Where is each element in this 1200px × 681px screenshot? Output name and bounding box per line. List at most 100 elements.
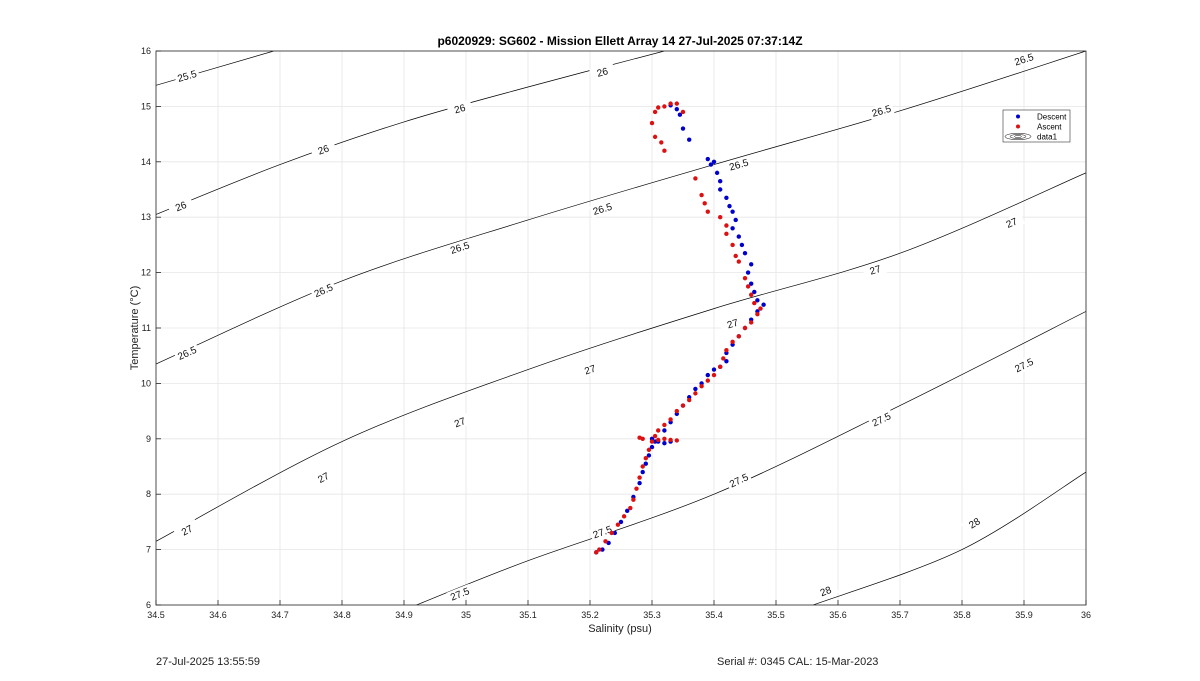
contour-label-bg (167, 196, 195, 217)
descent-point-7 (637, 480, 642, 486)
descent-point-57 (674, 106, 679, 112)
contour-label-3-5: 27 (861, 260, 889, 280)
contour-label-bg (868, 101, 895, 120)
descent-point-8 (640, 469, 645, 475)
x-tick-label-8: 35.3 (643, 610, 661, 620)
ascent-point-55 (659, 140, 664, 145)
legend-marker-ascent (1016, 124, 1020, 129)
ascent-point-49 (718, 215, 723, 220)
ascent-point-1 (597, 547, 602, 552)
ascent-point-63 (680, 109, 686, 115)
legend-marker-descent (1016, 114, 1020, 119)
contour-label-bg (867, 408, 895, 430)
ascent-point-29 (705, 378, 710, 383)
ascent-point-42 (745, 284, 751, 289)
x-axis-ticks: 34.5 34.6 34.7 34.8 34.9 35 35.1 35.2 35.3 35.4 35… (147, 600, 1091, 620)
ascent-point-9 (637, 475, 642, 480)
ascent-point-57 (649, 120, 655, 126)
contour-label-bg (725, 469, 753, 491)
ascent-point-62 (674, 101, 679, 106)
contour-line-0 (156, 51, 274, 86)
descent-point-44 (733, 217, 738, 223)
contour-label-bg (812, 581, 839, 601)
contour-label-bg (310, 140, 337, 160)
descent-point-38 (745, 270, 751, 275)
ascent-point-54 (662, 148, 667, 153)
y-tick-label-9: 15 (141, 101, 151, 111)
contour-label-3-6: 27 (998, 212, 1025, 234)
contour-label-bg (998, 212, 1025, 234)
x-tick-label-11: 35.6 (829, 610, 847, 620)
legend: Descent Ascent data1 (1002, 109, 1071, 143)
descent-point-46 (727, 203, 732, 209)
descent-point-10 (646, 453, 652, 458)
ascent-point-21 (656, 428, 661, 433)
contour-label-bg (1010, 354, 1038, 376)
contour-label-text: 26 (453, 103, 467, 117)
x-tick-label-0: 34.5 (147, 610, 165, 620)
ascent-point-43 (742, 275, 748, 281)
contour-label-bg (446, 99, 473, 118)
footer-serial-cal: Serial #: 0345 CAL: 15-Mar-2023 (717, 656, 879, 668)
x-tick-label-5: 35 (461, 610, 471, 620)
contour-label-bg (173, 66, 201, 86)
descent-point-52 (708, 162, 714, 167)
series-ascent (594, 101, 763, 555)
ascent-point-34 (730, 339, 735, 345)
ascent-point-36 (742, 325, 748, 331)
descent-point-37 (749, 281, 754, 286)
ascent-point-32 (721, 356, 726, 361)
ascent-point-56 (652, 134, 658, 140)
x-axis-label: Salinity (psu) (588, 623, 652, 635)
ascent-point-20 (652, 433, 658, 439)
contour-label-3-1: 27 (309, 466, 337, 489)
y-tick-label-1: 7 (146, 545, 151, 555)
contour-label-3-4: 27 (719, 314, 746, 333)
ascent-point-18 (668, 437, 673, 443)
descent-point-56 (677, 112, 683, 117)
x-tick-label-15: 36 (1081, 610, 1091, 620)
y-axis-ticks: 6 7 8 9 10 11 12 13 14 15 16 (141, 46, 161, 610)
y-tick-label-7: 13 (141, 212, 151, 222)
contour-label-bg (173, 519, 201, 542)
ascent-point-24 (674, 408, 679, 414)
descent-point-43 (730, 226, 735, 231)
x-tick-label-10: 35.5 (767, 610, 785, 620)
chart-title: p6020929: SG602 - Mission Ellett Array 1… (437, 34, 802, 48)
contour-label-text: 26.5 (592, 202, 614, 218)
ascent-point-46 (730, 242, 735, 248)
contour-label-bg (861, 260, 889, 280)
descent-point-35 (755, 298, 760, 303)
ascent-point-27 (693, 391, 698, 396)
contour-label-text: 25.5 (176, 69, 198, 85)
contour-label-bg (446, 583, 474, 604)
grid-lines (155, 50, 1087, 606)
contour-label-bg (309, 466, 337, 489)
ascent-point-28 (699, 383, 704, 389)
ascent-point-23 (668, 417, 673, 422)
contour-label-text: 27 (1005, 216, 1020, 231)
ascent-point-52 (699, 192, 704, 198)
contour-label-text: 27 (316, 471, 331, 486)
ascent-point-51 (702, 201, 707, 206)
y-tick-label-3: 9 (146, 434, 151, 444)
x-tick-label-6: 35.1 (519, 610, 537, 620)
ascent-point-6 (628, 505, 633, 511)
ascent-point-4 (615, 522, 621, 527)
descent-point-36 (752, 289, 757, 295)
descent-point-3 (612, 530, 617, 536)
contour-label-bg (961, 511, 988, 535)
ascent-point-17 (662, 436, 667, 441)
y-axis-label: Temperature (°C) (129, 286, 141, 370)
y-tick-label-6: 12 (141, 268, 151, 278)
ascent-point-22 (662, 422, 667, 428)
contour-label-2-4: 26.5 (725, 155, 752, 174)
ascent-point-31 (718, 364, 723, 369)
legend-label-descent: Descent (1037, 113, 1067, 122)
descent-point-49 (718, 178, 723, 184)
x-tick-label-3: 34.8 (333, 610, 351, 620)
legend-box (1002, 109, 1071, 143)
contour-label-bg (589, 199, 616, 219)
ascent-point-3 (609, 530, 614, 536)
